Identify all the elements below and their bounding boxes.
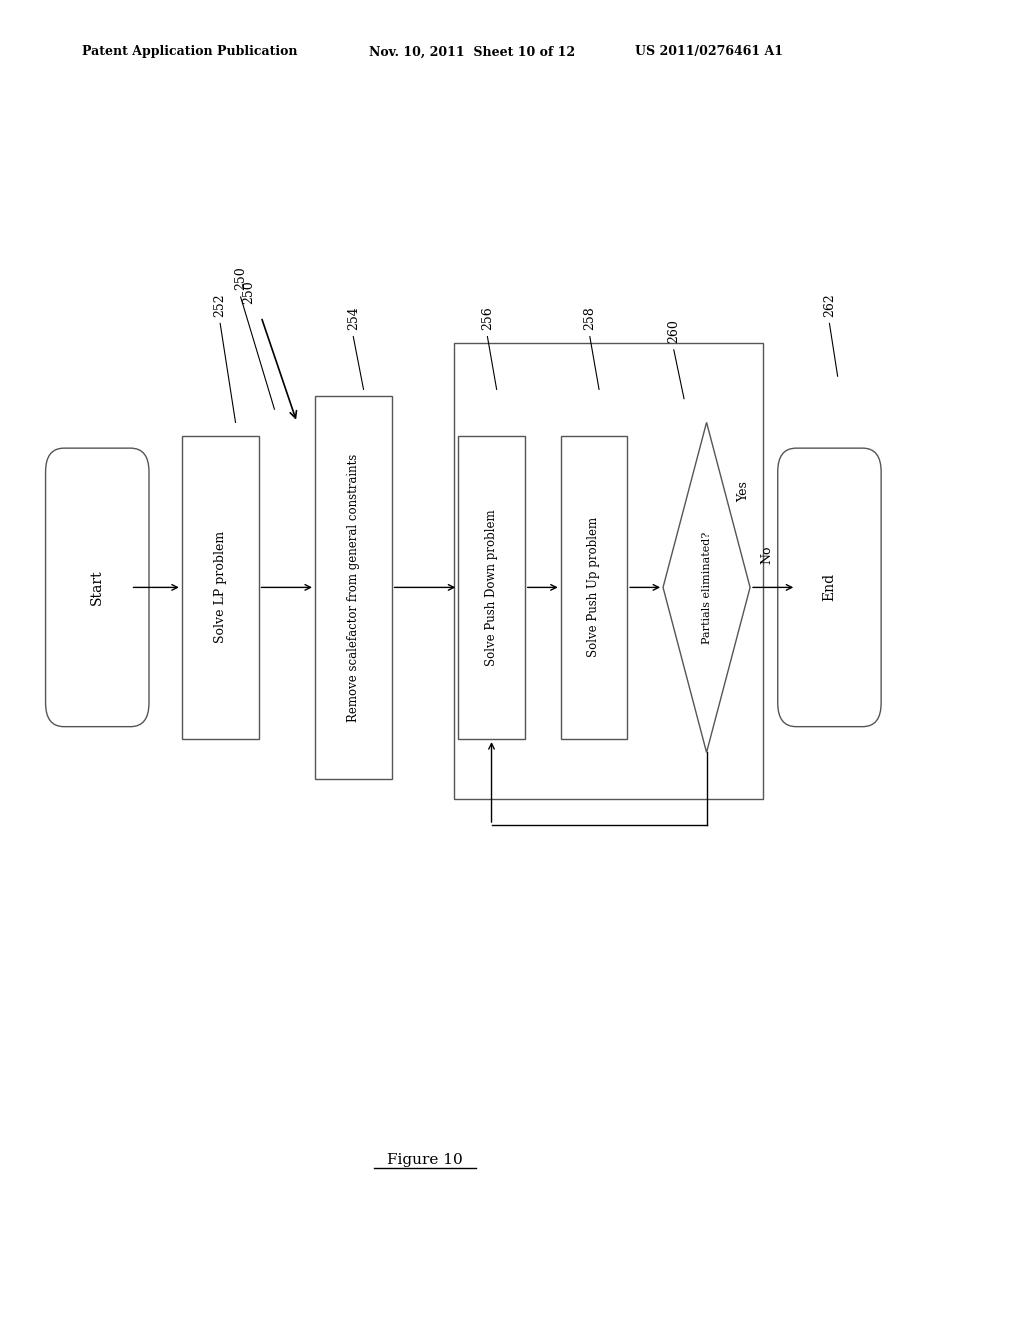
Text: Yes: Yes [737, 480, 751, 502]
Text: 260: 260 [668, 319, 680, 343]
Text: Partials eliminated?: Partials eliminated? [701, 531, 712, 644]
Text: Nov. 10, 2011  Sheet 10 of 12: Nov. 10, 2011 Sheet 10 of 12 [369, 45, 574, 58]
Text: Remove scalefactor from general constraints: Remove scalefactor from general constrai… [347, 453, 359, 722]
Bar [315, 396, 391, 779]
Text: 252: 252 [214, 293, 226, 317]
Polygon shape [664, 422, 750, 752]
Text: 256: 256 [481, 306, 494, 330]
Text: Figure 10: Figure 10 [387, 1154, 463, 1167]
Bar [182, 436, 258, 739]
Text: 250: 250 [243, 280, 255, 304]
FancyBboxPatch shape [45, 449, 150, 726]
Text: 258: 258 [584, 306, 596, 330]
Text: US 2011/0276461 A1: US 2011/0276461 A1 [635, 45, 783, 58]
Text: Solve LP problem: Solve LP problem [214, 532, 226, 643]
Text: Solve Push Down problem: Solve Push Down problem [485, 510, 498, 665]
Text: Solve Push Up problem: Solve Push Up problem [588, 517, 600, 657]
Text: End: End [822, 573, 837, 602]
Text: Start: Start [90, 570, 104, 605]
Bar [561, 436, 627, 739]
Text: 250: 250 [234, 267, 247, 290]
Text: 262: 262 [823, 293, 836, 317]
Text: No: No [760, 545, 773, 564]
Bar [459, 436, 524, 739]
Text: 254: 254 [347, 306, 359, 330]
Bar [454, 343, 763, 799]
Text: Patent Application Publication: Patent Application Publication [82, 45, 297, 58]
FancyBboxPatch shape [778, 449, 881, 726]
